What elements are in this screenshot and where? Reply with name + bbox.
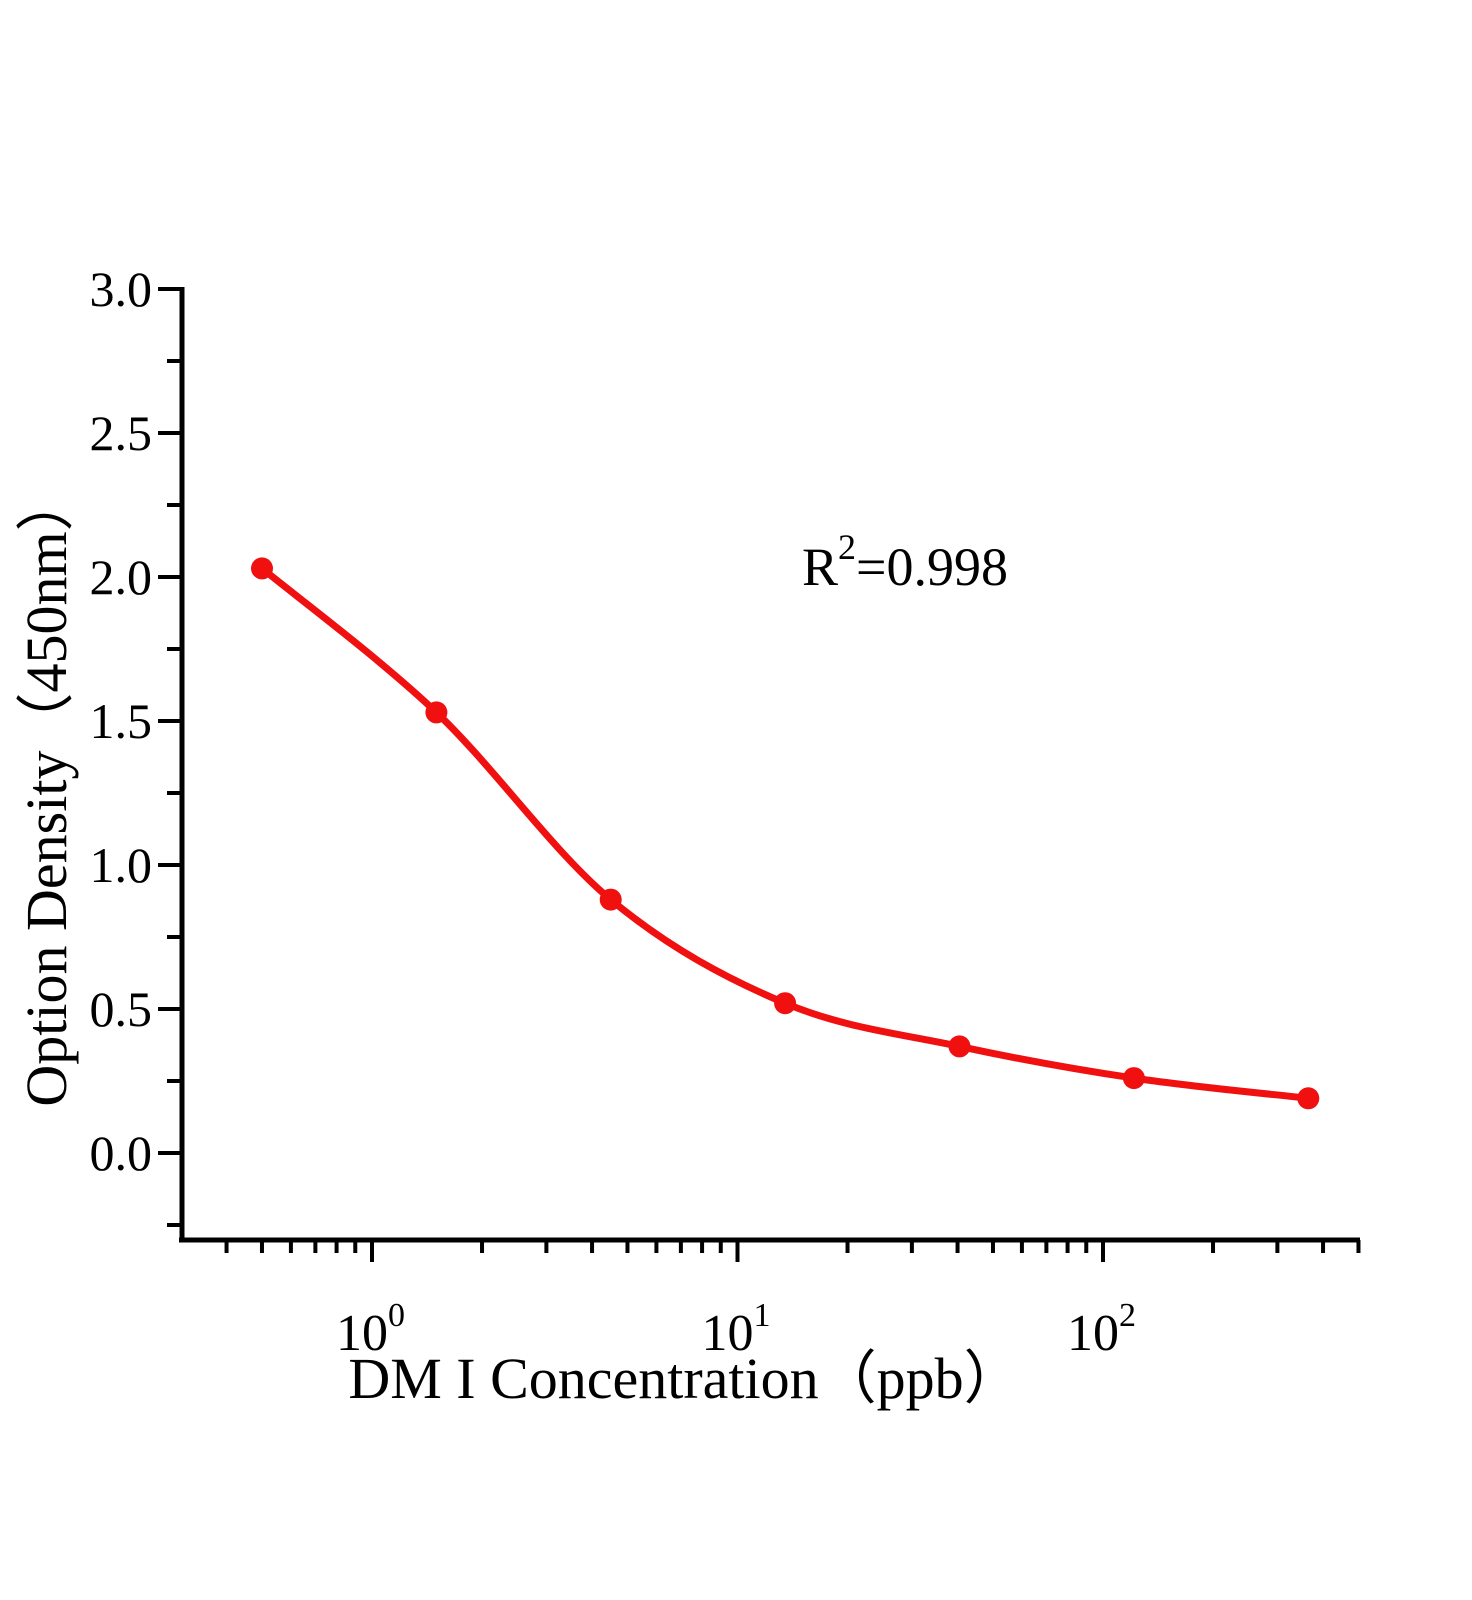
y-tick-label: 2.0 <box>90 549 153 605</box>
fit-curve <box>258 564 1312 1102</box>
data-point-marker <box>599 888 622 911</box>
y-tick-labels: 0.0 0.5 1.0 1.5 2.0 2.5 3.0 <box>90 261 153 1181</box>
y-tick-label: 0.0 <box>90 1125 153 1181</box>
y-tick-label: 2.5 <box>90 405 153 461</box>
y-tick-label: 0.5 <box>90 981 153 1037</box>
y-tick-label: 1.5 <box>90 693 153 749</box>
y-tick-label: 1.0 <box>90 837 153 893</box>
x-tick-labels: 100 101 102 <box>336 1297 1136 1362</box>
data-point-marker <box>425 701 448 724</box>
x-tick-label: 100 <box>336 1297 405 1362</box>
data-point-marker <box>1122 1067 1145 1090</box>
x-tick-label: 102 <box>1067 1297 1136 1362</box>
y-axis-title: Option Density（450nm） <box>14 473 79 1106</box>
y-tick-label: 3.0 <box>90 261 153 317</box>
data-point-marker <box>1297 1087 1320 1110</box>
data-point-marker <box>251 557 273 580</box>
data-point-marker <box>774 992 797 1015</box>
fit-curve-layer <box>258 564 1312 1102</box>
x-axis-title: DM I Concentration（ppb） <box>348 1346 1021 1411</box>
data-point-layer <box>251 557 1320 1110</box>
x-tick-label: 101 <box>702 1297 771 1362</box>
data-point-marker <box>948 1035 971 1058</box>
r-squared-annotation: R2=0.998 <box>802 527 1008 597</box>
axes-layer <box>158 287 1361 1262</box>
